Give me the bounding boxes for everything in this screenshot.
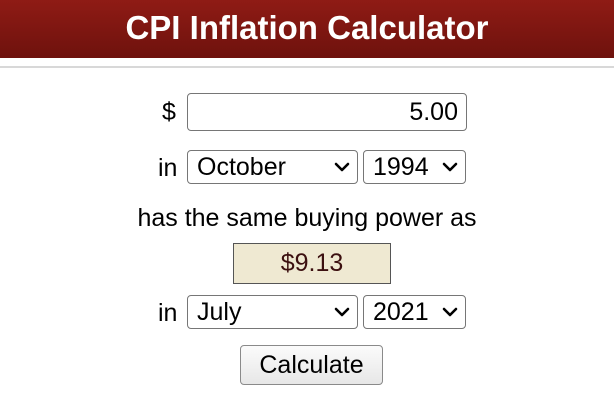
from-year-value: 1994: [373, 153, 429, 181]
chevron-down-icon: [442, 151, 458, 183]
from-month-select[interactable]: October: [187, 150, 358, 184]
page-title: CPI Inflation Calculator: [125, 9, 489, 46]
same-power-text-row: has the same buying power as: [0, 204, 614, 233]
result-text: $9.13: [280, 249, 344, 277]
header-divider: [0, 66, 614, 68]
chevron-down-icon: [442, 296, 458, 328]
from-year-select[interactable]: 1994: [363, 150, 466, 184]
app-header: CPI Inflation Calculator: [0, 0, 614, 58]
to-year-select[interactable]: 2021: [363, 295, 466, 329]
to-month-select[interactable]: July: [187, 295, 358, 329]
calculate-button[interactable]: Calculate: [240, 345, 383, 385]
to-year-value: 2021: [373, 298, 429, 326]
amount-input[interactable]: [187, 93, 467, 131]
chevron-down-icon: [334, 151, 350, 183]
to-in-label: in: [158, 299, 178, 327]
same-power-text: has the same buying power as: [137, 204, 477, 232]
chevron-down-icon: [334, 296, 350, 328]
result-value: $9.13: [233, 243, 391, 284]
from-in-label: in: [158, 154, 178, 182]
to-month-value: July: [197, 298, 242, 326]
from-month-value: October: [197, 153, 286, 181]
currency-symbol: $: [162, 98, 176, 126]
